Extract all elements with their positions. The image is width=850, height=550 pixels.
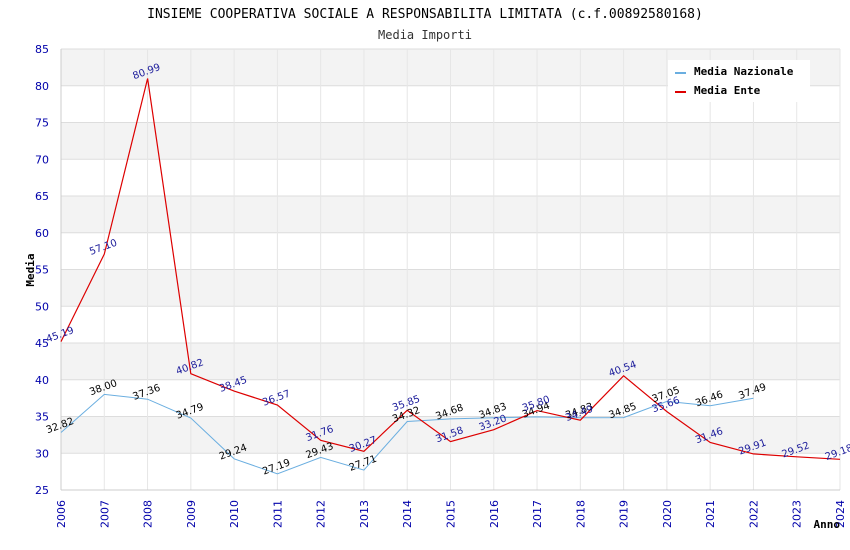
y-tick-label: 55 <box>35 264 49 277</box>
y-tick-label: 35 <box>35 411 49 424</box>
y-tick-label: 50 <box>35 300 49 313</box>
x-tick-label: 2012 <box>315 500 328 528</box>
x-tick-label: 2020 <box>661 500 674 528</box>
y-tick-label: 40 <box>35 374 49 387</box>
chart-subtitle: Media Importi <box>378 28 472 42</box>
x-tick-label: 2017 <box>531 500 544 528</box>
legend-label-nazionale: Media Nazionale <box>694 65 794 78</box>
x-tick-label: 2013 <box>358 500 371 528</box>
x-tick-label: 2006 <box>55 500 68 528</box>
series-lines <box>60 78 841 475</box>
y-tick-label: 45 <box>35 337 49 350</box>
x-axis-ticks: 2006 2007 2008 2009 2010 2011 2012 2013 2014 2015… <box>55 500 847 528</box>
chart-title: INSIEME COOPERATIVA SOCIALE A RESPONSABI… <box>147 7 703 22</box>
x-tick-label: 2014 <box>401 500 414 528</box>
x-tick-label: 2010 <box>228 500 241 528</box>
x-tick-label: 2021 <box>704 500 717 528</box>
x-tick-label: 2024 <box>834 500 847 528</box>
x-tick-label: 2009 <box>185 500 198 528</box>
legend: Media Nazionale Media Ente <box>668 60 810 102</box>
x-tick-label: 2022 <box>747 500 760 528</box>
x-tick-label: 2011 <box>271 500 284 528</box>
y-axis-label: Media <box>24 253 37 286</box>
series-line-media-nazionale <box>60 393 754 475</box>
series-line-media-ente <box>60 78 841 460</box>
y-tick-label: 75 <box>35 117 49 130</box>
y-tick-label: 65 <box>35 190 49 203</box>
x-tick-label: 2008 <box>142 500 155 528</box>
x-tick-label: 2016 <box>488 500 501 528</box>
y-tick-label: 70 <box>35 153 49 166</box>
y-tick-label: 30 <box>35 447 49 460</box>
legend-label-ente: Media Ente <box>694 84 761 97</box>
legend-box <box>668 60 810 102</box>
y-tick-label: 60 <box>35 227 49 240</box>
x-tick-label: 2019 <box>618 500 631 528</box>
x-tick-label: 2015 <box>445 500 458 528</box>
x-axis-label: Anno <box>814 518 841 531</box>
grid-lines <box>60 48 841 491</box>
x-tick-label: 2023 <box>791 500 804 528</box>
y-tick-label: 25 <box>35 484 49 497</box>
y-tick-label: 80 <box>35 80 49 93</box>
y-tick-label: 85 <box>35 43 49 56</box>
x-tick-label: 2007 <box>98 500 111 528</box>
y-axis-ticks: 25 30 35 40 45 50 55 60 65 70 75 80 85 <box>35 43 49 497</box>
x-tick-label: 2018 <box>574 500 587 528</box>
